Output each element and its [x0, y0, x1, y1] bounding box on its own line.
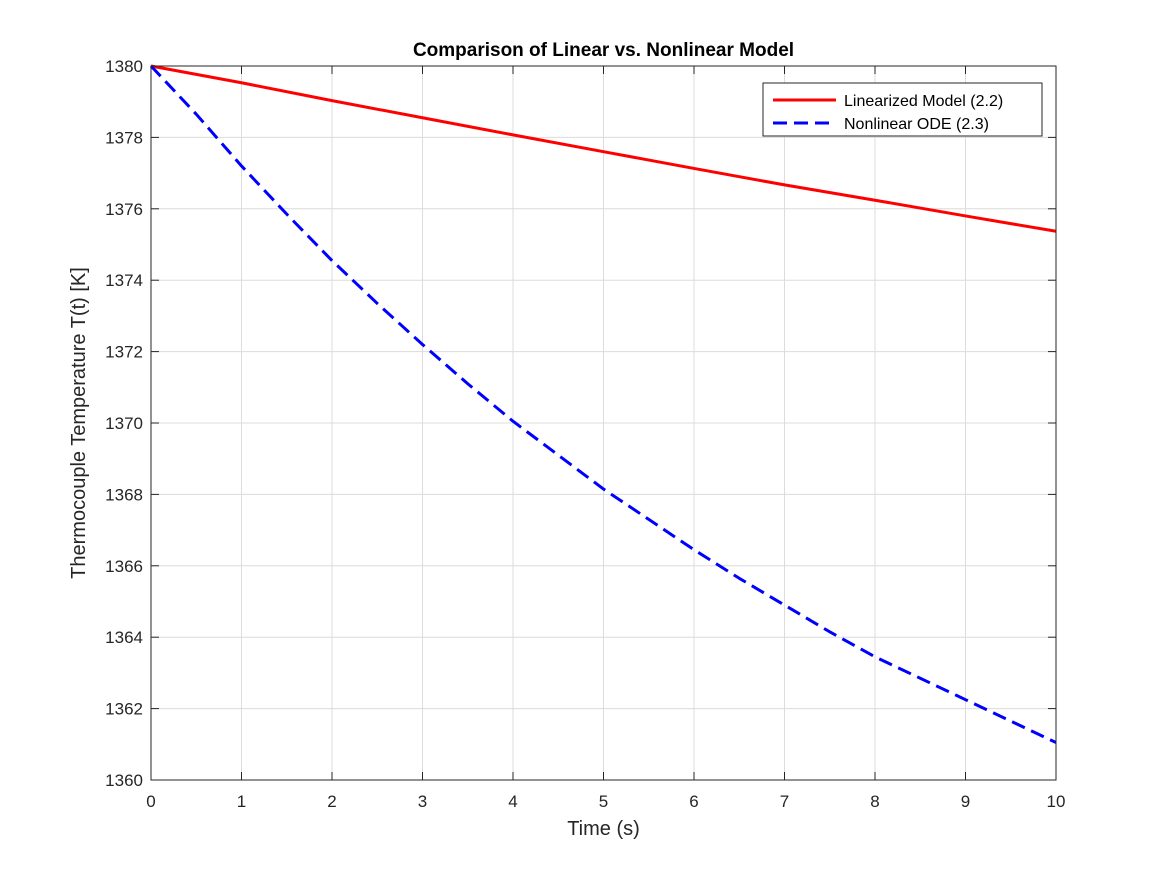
- y-tick-label: 1360: [105, 771, 143, 790]
- legend-label-linearized: Linearized Model (2.2): [844, 93, 1003, 110]
- x-tick-label: 2: [327, 792, 336, 811]
- x-tick-label: 7: [780, 792, 789, 811]
- tick-marks: [150, 65, 1057, 781]
- x-tick-label: 8: [870, 792, 879, 811]
- y-tick-label: 1362: [105, 700, 143, 719]
- y-tick-label: 1378: [105, 128, 143, 147]
- y-tick-labels: 1360 1362 1364 1366 1368 1370 1372 1374 1376 1378…: [105, 57, 143, 790]
- y-tick-label: 1370: [105, 414, 143, 433]
- legend-label-nonlinear: Nonlinear ODE (2.3): [844, 116, 989, 133]
- legend-box: [762, 82, 1043, 137]
- series-layer: [149, 64, 1057, 744]
- x-tick-label: 4: [508, 792, 517, 811]
- y-tick-label: 1372: [105, 343, 143, 362]
- legend: Linearized Model (2.2) Nonlinear ODE (2.…: [762, 82, 1043, 137]
- x-axis-label: Time (s): [567, 818, 640, 840]
- y-axis-label: Thermocouple Temperature T(t) [K]: [68, 267, 90, 579]
- y-tick-label: 1368: [105, 485, 143, 504]
- x-tick-label: 5: [599, 792, 608, 811]
- series-line-linearized: [150, 64, 1057, 233]
- x-tick-label: 1: [237, 792, 246, 811]
- x-tick-labels: 0 1 2 3 4 5 6 7 8 9 10: [146, 792, 1065, 811]
- x-tick-label: 6: [689, 792, 698, 811]
- y-tick-label: 1380: [105, 57, 143, 76]
- y-tick-label: 1364: [105, 628, 143, 647]
- series-line-nonlinear: [149, 64, 1057, 744]
- y-tick-label: 1374: [105, 271, 143, 290]
- y-tick-label: 1366: [105, 557, 143, 576]
- x-tick-label: 10: [1047, 792, 1066, 811]
- y-tick-label: 1376: [105, 200, 143, 219]
- x-tick-label: 3: [418, 792, 427, 811]
- x-tick-label: 9: [961, 792, 970, 811]
- chart-title: Comparison of Linear vs. Nonlinear Model: [413, 40, 794, 61]
- x-tick-label: 0: [146, 792, 155, 811]
